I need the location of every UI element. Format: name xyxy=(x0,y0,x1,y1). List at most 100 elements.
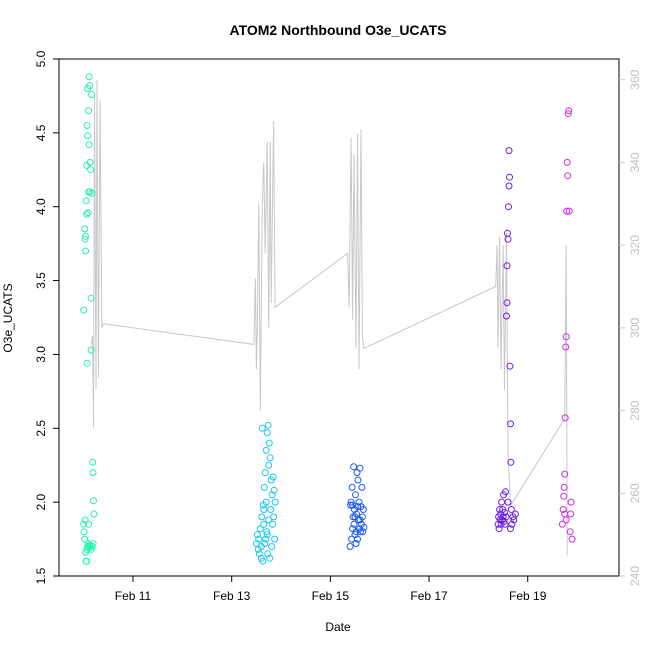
y2-tick-label: 240 xyxy=(628,566,642,586)
data-point-series-1 xyxy=(88,189,96,197)
data-point-series-2 xyxy=(256,525,264,533)
y2-tick-label: 320 xyxy=(628,235,642,255)
data-point-series-4 xyxy=(499,513,507,521)
data-point-series-1 xyxy=(90,510,98,518)
data-point-series-4 xyxy=(506,173,513,181)
data-point-series-5 xyxy=(561,470,569,478)
data-point-series-3 xyxy=(347,501,355,509)
x-tick-label: Feb 17 xyxy=(410,589,448,603)
data-point-series-5 xyxy=(562,343,570,351)
data-point-series-1 xyxy=(85,73,93,81)
y2-tick-label: 260 xyxy=(628,483,642,503)
y-tick-label: 1.5 xyxy=(34,567,48,584)
data-point-series-3 xyxy=(356,516,364,524)
y2-tick-label: 360 xyxy=(628,69,642,89)
data-point-series-5 xyxy=(565,207,573,215)
data-point-series-4 xyxy=(494,520,502,528)
data-point-series-3 xyxy=(356,464,364,472)
data-point-series-2 xyxy=(255,550,263,558)
data-point-series-5 xyxy=(565,107,573,115)
data-point-series-1 xyxy=(89,540,97,547)
data-point-series-2 xyxy=(258,513,266,521)
data-point-series-4 xyxy=(507,420,514,428)
y-tick-label: 5.0 xyxy=(34,50,48,67)
data-point-series-5 xyxy=(567,498,575,506)
data-point-series-5 xyxy=(560,483,568,491)
data-point-series-2 xyxy=(266,554,274,562)
data-point-series-2 xyxy=(270,513,278,521)
y2-tick-label: 300 xyxy=(628,318,642,338)
data-point-series-2 xyxy=(269,520,277,528)
data-point-series-2 xyxy=(263,528,271,536)
data-point-series-3 xyxy=(354,503,361,511)
data-point-series-1 xyxy=(88,91,96,98)
data-point-series-3 xyxy=(357,528,364,536)
data-point-series-2 xyxy=(265,439,273,447)
data-point-series-1 xyxy=(83,359,91,367)
data-point-series-3 xyxy=(359,506,367,513)
axes-layer: Feb 11 Feb 13 Feb 15 Feb 17 Feb 19 1.5 2.0 2.5 3… xyxy=(34,50,642,603)
data-point-series-5 xyxy=(559,506,567,513)
data-point-series-1 xyxy=(82,232,90,240)
data-point-series-4 xyxy=(501,509,508,516)
data-point-series-1 xyxy=(84,132,92,140)
data-point-series-2 xyxy=(260,483,268,491)
data-point-series-1 xyxy=(81,535,89,543)
data-point-series-4 xyxy=(507,506,515,513)
data-point-series-3 xyxy=(354,535,361,543)
data-point-series-2 xyxy=(262,535,270,543)
data-point-series-2 xyxy=(264,550,272,558)
data-point-series-2 xyxy=(260,520,268,528)
data-point-series-4 xyxy=(503,312,510,320)
data-point-series-1 xyxy=(80,520,88,528)
data-point-series-2 xyxy=(261,469,269,477)
data-point-series-4 xyxy=(502,513,510,521)
data-point-series-4 xyxy=(501,520,509,528)
data-point-series-4 xyxy=(504,229,511,237)
data-point-series-4 xyxy=(500,517,508,525)
data-point-series-3 xyxy=(348,483,356,491)
plot-frame xyxy=(58,58,620,577)
data-point-series-5 xyxy=(560,492,568,500)
data-point-series-5 xyxy=(567,510,575,518)
data-point-series-1 xyxy=(80,528,88,536)
data-point-series-1 xyxy=(87,346,95,354)
data-point-series-4 xyxy=(495,525,503,533)
data-point-series-1 xyxy=(82,197,90,205)
data-point-series-2 xyxy=(257,554,265,562)
data-point-series-2 xyxy=(268,491,276,499)
data-point-series-2 xyxy=(263,531,271,539)
y-tick-label: 4.0 xyxy=(34,198,48,215)
y-tick-label: 3.0 xyxy=(34,346,48,363)
data-point-series-2 xyxy=(261,540,269,547)
data-point-series-5 xyxy=(562,333,570,341)
data-point-series-5 xyxy=(564,172,572,180)
data-point-series-3 xyxy=(352,491,359,499)
y-tick-label: 2.0 xyxy=(34,493,48,510)
data-point-series-4 xyxy=(506,362,514,370)
data-point-series-3 xyxy=(350,520,358,528)
data-point-series-4 xyxy=(508,520,516,528)
data-point-series-1 xyxy=(84,209,92,217)
data-point-series-4 xyxy=(498,498,506,506)
data-point-series-2 xyxy=(271,498,279,506)
data-point-series-1 xyxy=(81,516,89,524)
data-point-series-2 xyxy=(269,473,277,481)
chart-title: ATOM2 Northbound O3e_UCATS xyxy=(230,22,447,38)
data-point-series-3 xyxy=(355,498,363,506)
data-point-series-4 xyxy=(505,147,513,155)
data-point-series-4 xyxy=(507,525,514,533)
data-point-series-1 xyxy=(88,543,96,550)
data-point-series-3 xyxy=(350,463,358,471)
data-point-series-4 xyxy=(503,299,511,307)
data-point-series-1 xyxy=(81,225,89,233)
data-point-series-4 xyxy=(505,203,512,211)
y-axis-label: O3e_UCATS xyxy=(1,283,15,352)
secondary-series-line xyxy=(90,79,568,556)
data-point-series-2 xyxy=(268,543,276,550)
y-tick-label: 3.5 xyxy=(34,272,48,289)
y-tick-label: 4.5 xyxy=(34,124,48,141)
data-point-series-2 xyxy=(271,535,279,543)
